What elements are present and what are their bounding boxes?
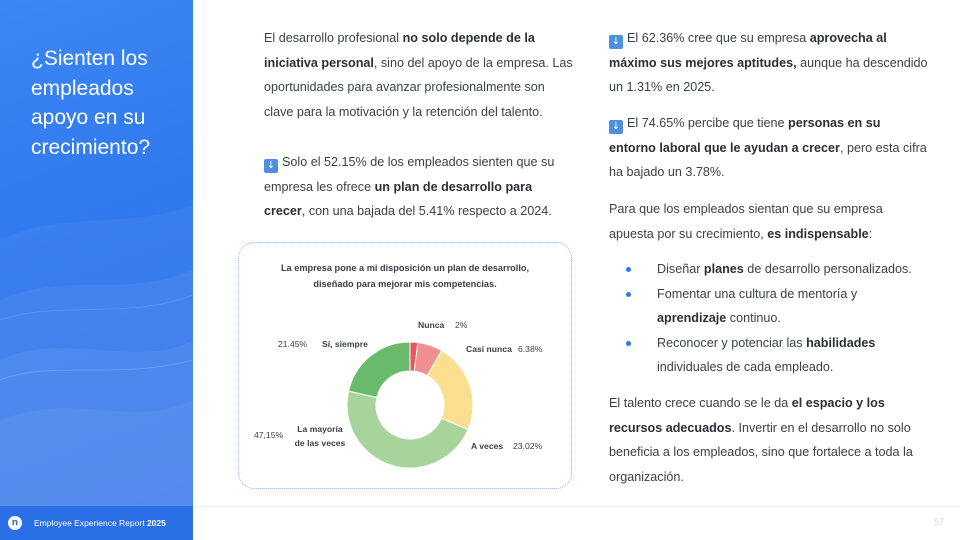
donut-chart: Nunca 2% Casi nunca 6.38% A veces 23.02% La ma… — [254, 320, 543, 469]
text-run: , sino del apoyo de la empresa. Las opor… — [264, 55, 573, 119]
closing-paragraph: El talento crece cuando se le da el espa… — [609, 391, 929, 489]
text-run: de desarrollo personalizados. — [743, 262, 912, 276]
bullet-dot-icon — [626, 340, 631, 346]
text-run: Fomentar una cultura de mentoría y — [657, 286, 858, 301]
footer-report-name: Employee Experience Report — [34, 518, 145, 528]
bullet-dot-icon — [626, 291, 631, 297]
intro-paragraph: El desarrollo profesional no solo depend… — [264, 26, 574, 124]
bold-text: personas en su entorno laboral que le ay… — [609, 116, 881, 155]
recommendation-intro: Para que los empleados sientan que su em… — [609, 197, 929, 246]
footer-divider — [193, 506, 960, 507]
bold-text: el espacio y los recursos adecuados — [609, 396, 885, 435]
footer-report-title: Employee Experience Report 2025 — [34, 518, 166, 528]
page-number: 57 — [933, 517, 944, 527]
slice-label: Casi nunca — [466, 344, 512, 354]
recommendation-list: Diseñar planes de desarrollo personaliza… — [609, 257, 929, 380]
page-title: ¿Sienten los empleados apoyo en su creci… — [31, 47, 151, 159]
text-run: aunque ha descendido un 1.31% en 2025. — [609, 55, 928, 95]
decorative-waves — [0, 205, 193, 540]
donut-slice-4 — [347, 341, 411, 399]
text-run: Diseñar — [657, 262, 704, 276]
footer-report-year: 2025 — [146, 518, 166, 528]
text-run: continuo. — [726, 311, 781, 326]
stat-paragraph-aptitudes: ↓ El 62.36% cree que su empresa aprovecha… — [609, 26, 929, 100]
text-run: . Invertir en el desarrollo no solo bene… — [609, 420, 913, 484]
down-arrow-icon: ↓ — [609, 120, 623, 134]
slice-value-label: 47,15% — [254, 430, 284, 440]
text-run: El desarrollo profesional — [264, 31, 403, 45]
slice-label: A veces — [471, 441, 503, 451]
down-arrow-icon: ↓ — [264, 159, 278, 173]
text-run: : — [868, 226, 873, 241]
text-run: , con una bajada del 5.41% respecto a 20… — [301, 204, 552, 219]
text-run: , pero esta cifra ha bajado un 3.78%. — [609, 140, 927, 180]
slice-label: Nunca — [418, 320, 444, 330]
text-run: El 62.36% cree que su empresa — [627, 31, 810, 45]
bold-text: aprovecha al máximo sus mejores aptitude… — [609, 31, 887, 70]
text-run: Solo el 52.15% de los empleados sienten … — [264, 155, 555, 194]
donut-slice-3 — [346, 390, 469, 469]
slice-value-label: 21.45% — [278, 339, 308, 349]
bold-text: no solo depende de la iniciativa persona… — [264, 31, 535, 70]
slice-value-label: 6.38% — [518, 344, 543, 354]
slice-value-label: 23.02% — [513, 441, 543, 451]
slice-label: La mayoría — [297, 424, 343, 434]
stat-paragraph-support: ↓ El 74.65% percibe que tiene personas en… — [609, 111, 929, 185]
brand-logo: n — [8, 516, 22, 530]
footer-bar: n Employee Experience Report 2025 — [0, 506, 193, 540]
bullet-dot-icon — [626, 267, 631, 272]
chart-title: La empresa pone a mi disposición un plan… — [280, 263, 530, 289]
stat-paragraph-plan: ↓ Solo el 52.15% de los empleados sienten… — [264, 150, 574, 224]
bold-text: es indispensable — [767, 226, 869, 241]
list-item: Fomentar una cultura de mentoría y apren… — [609, 282, 929, 331]
side-panel: ¿Sienten los empleados apoyo en su creci… — [0, 0, 193, 540]
bold-text: aprendizaje — [657, 311, 727, 326]
slice-value-label: 2% — [455, 320, 468, 330]
slice-label: Sí, siempre — [322, 339, 368, 349]
bold-text: habilidades — [806, 335, 876, 350]
list-item: Reconocer y potenciar las habilidades in… — [609, 331, 929, 380]
slice-label: de las veces — [295, 438, 346, 448]
text-run: individuales de cada empleado. — [657, 360, 834, 375]
list-item: Diseñar planes de desarrollo personaliza… — [609, 257, 929, 282]
down-arrow-icon: ↓ — [609, 35, 623, 49]
bold-text: un plan de desarrollo para crecer — [264, 179, 533, 219]
bold-text: planes — [703, 262, 744, 276]
text-run: El talento crece cuando se le da — [609, 396, 792, 410]
text-run: Para que los empleados sientan que su em… — [609, 202, 883, 241]
text-run: Reconocer y potenciar las — [657, 335, 807, 350]
text-run: El 74.65% percibe que tiene — [627, 116, 789, 130]
